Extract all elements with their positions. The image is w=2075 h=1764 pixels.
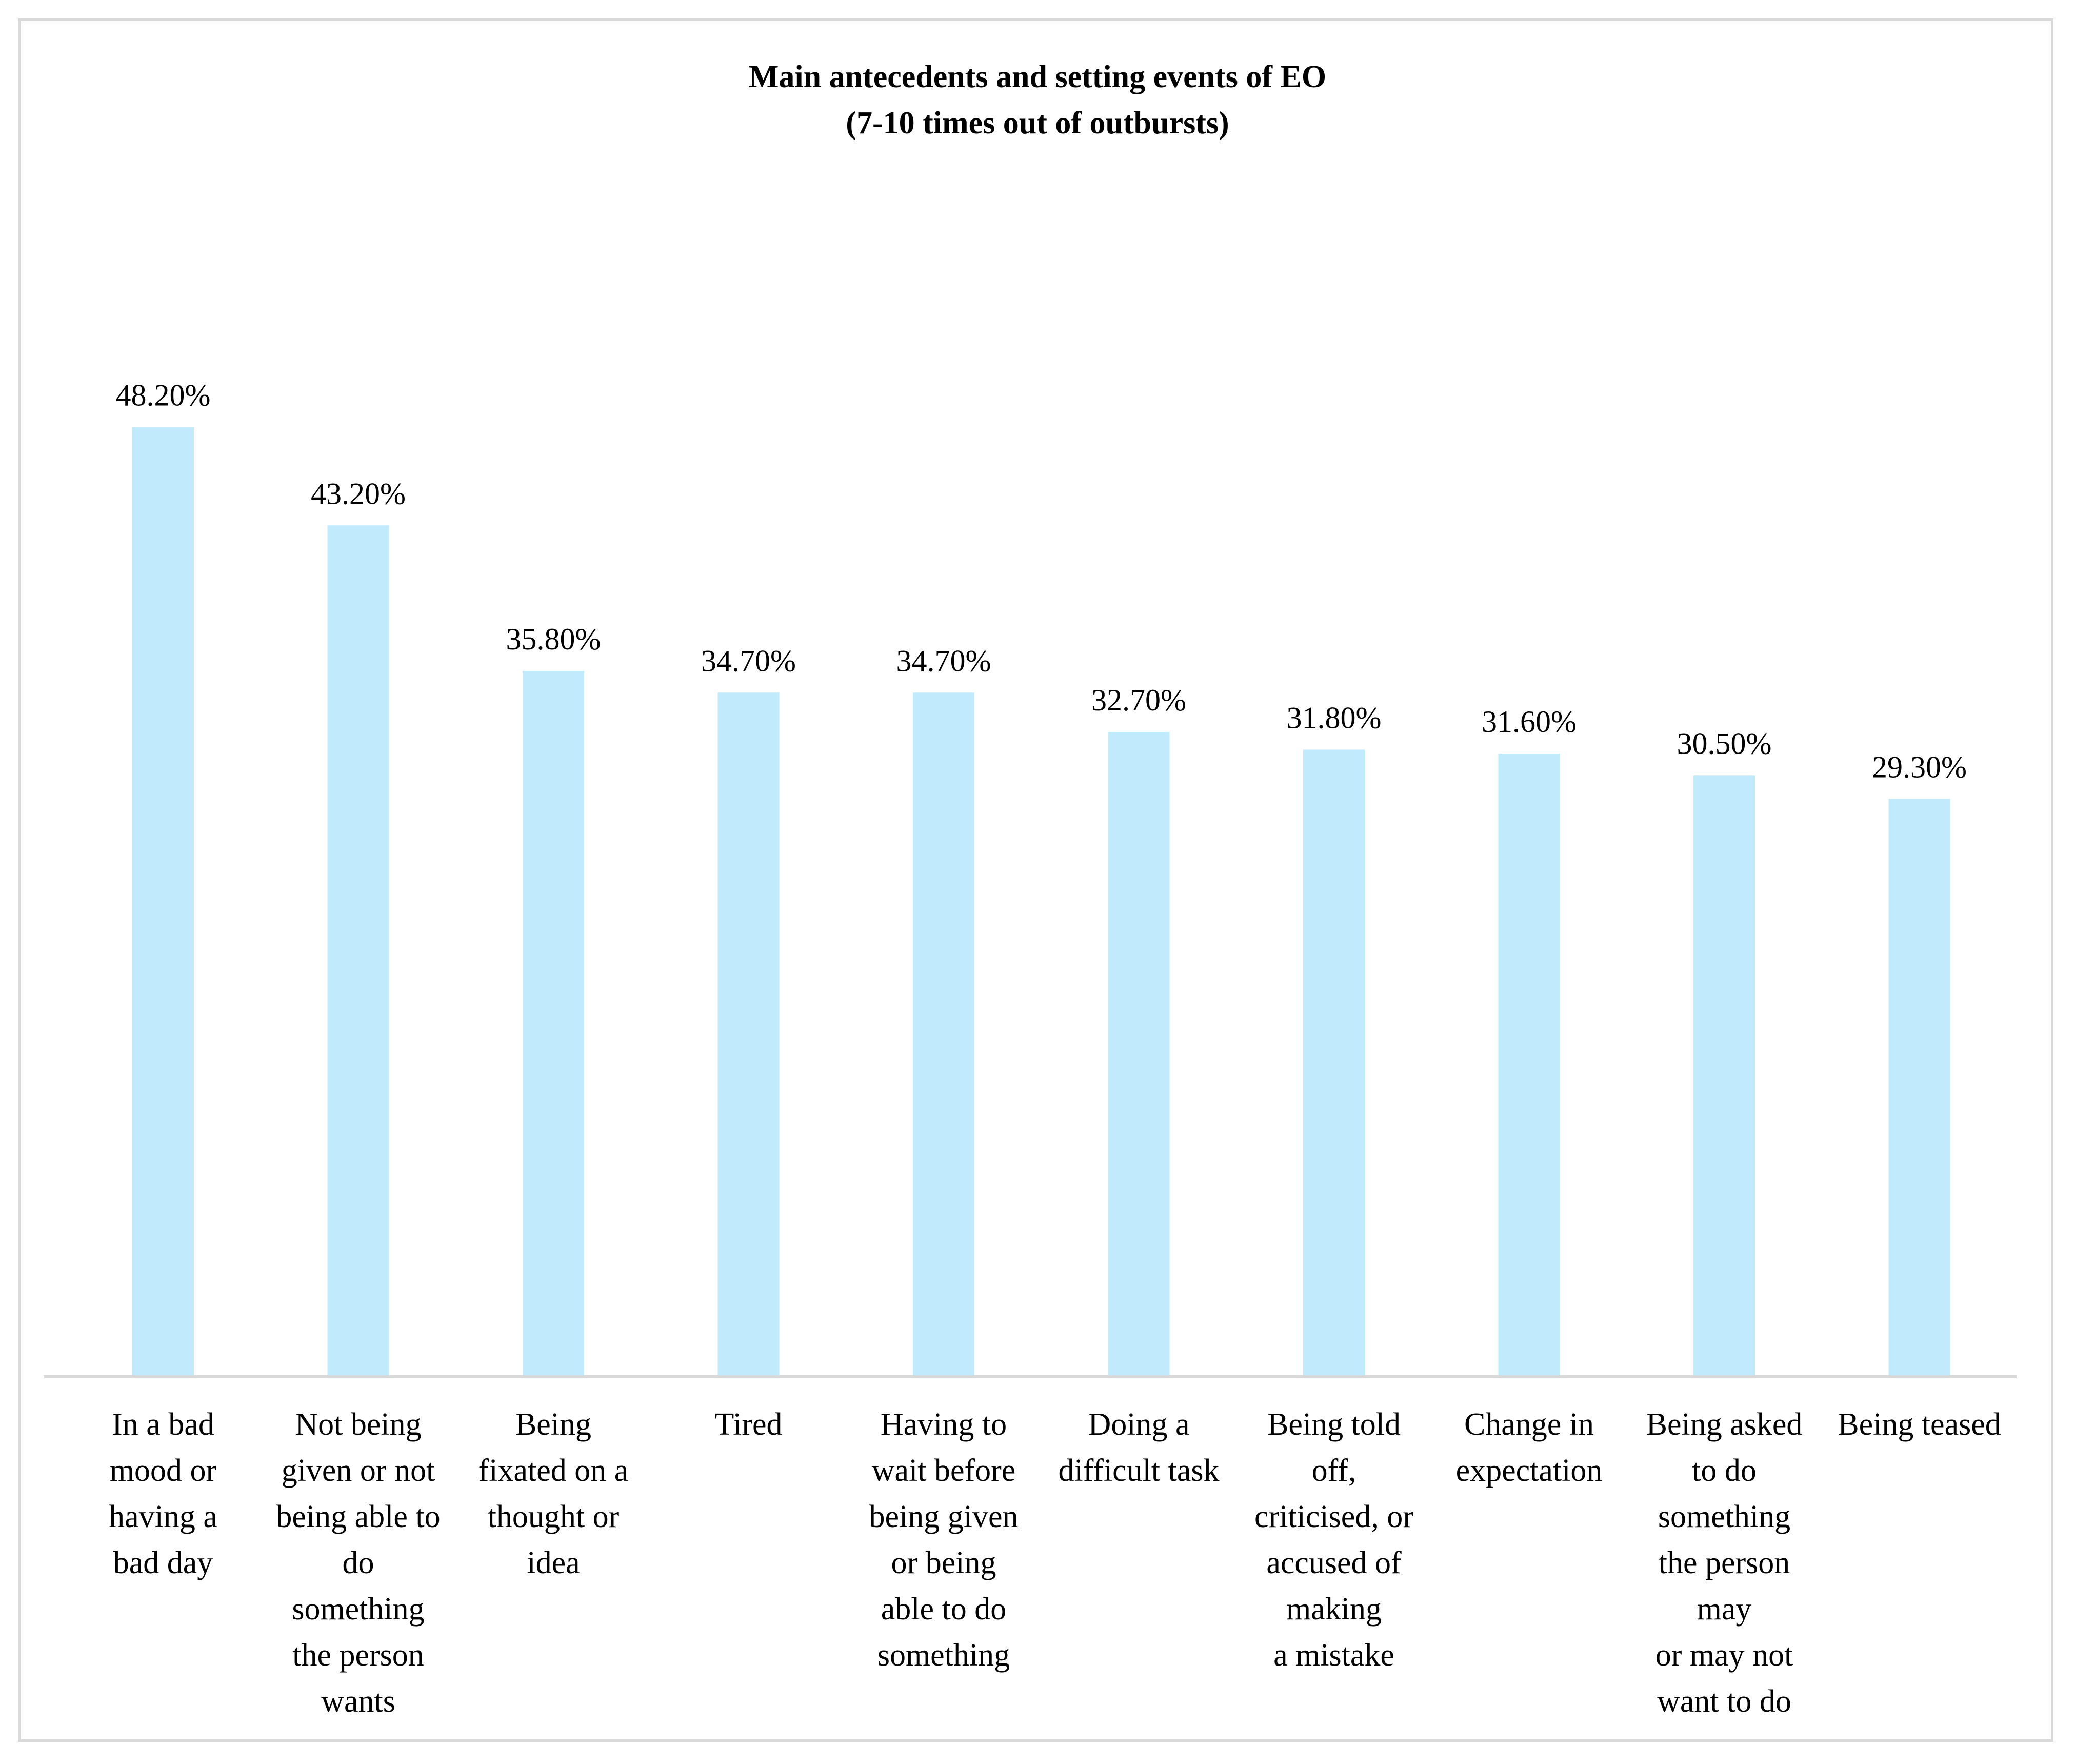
data-label: 34.70% — [896, 644, 991, 678]
data-label: 35.80% — [506, 622, 601, 656]
data-label: 48.20% — [116, 379, 211, 412]
bar — [1888, 799, 1950, 1375]
bar — [1108, 731, 1170, 1375]
chart-title: Main antecedents and setting events of E… — [0, 54, 2075, 146]
data-label: 29.30% — [1872, 750, 1967, 784]
category-label: Change in expectation — [1455, 1407, 1603, 1488]
chart-title-line-2: (7-10 times out of outbursts) — [846, 106, 1229, 141]
category-label: Not being given or not being able to do … — [276, 1407, 441, 1719]
bar — [1693, 775, 1755, 1375]
bar — [913, 692, 974, 1375]
category-label: Tired — [714, 1407, 783, 1442]
bar — [717, 692, 780, 1375]
bar — [132, 427, 194, 1375]
data-label: 30.50% — [1677, 726, 1772, 760]
chart-title-line-1: Main antecedents and setting events of E… — [748, 60, 1327, 94]
data-label: 43.20% — [311, 477, 406, 510]
bar — [1303, 749, 1365, 1375]
category-label: Having to wait before being given or bei… — [869, 1407, 1019, 1673]
data-label: 34.70% — [701, 644, 796, 678]
category-label: Being asked to do something the person m… — [1646, 1407, 1803, 1719]
category-label: Being fixated on a thought or idea — [478, 1407, 629, 1580]
data-labels-group: 48.20% 43.20% 35.80% 34.70% 34.70% 32.70% 31.8… — [116, 379, 1967, 784]
bar — [327, 525, 389, 1375]
category-label: Being teased — [1838, 1407, 2001, 1442]
bar — [523, 671, 584, 1375]
category-label: Being told off, criticised, or accused o… — [1254, 1407, 1413, 1673]
data-label: 32.70% — [1091, 683, 1186, 717]
category-label: Doing a difficult task — [1058, 1407, 1220, 1488]
data-label: 31.60% — [1482, 705, 1577, 739]
bars-group — [132, 427, 1950, 1375]
category-label: In a bad mood or having a bad day — [109, 1407, 217, 1580]
data-label: 31.80% — [1287, 701, 1382, 735]
bar — [1498, 754, 1560, 1375]
